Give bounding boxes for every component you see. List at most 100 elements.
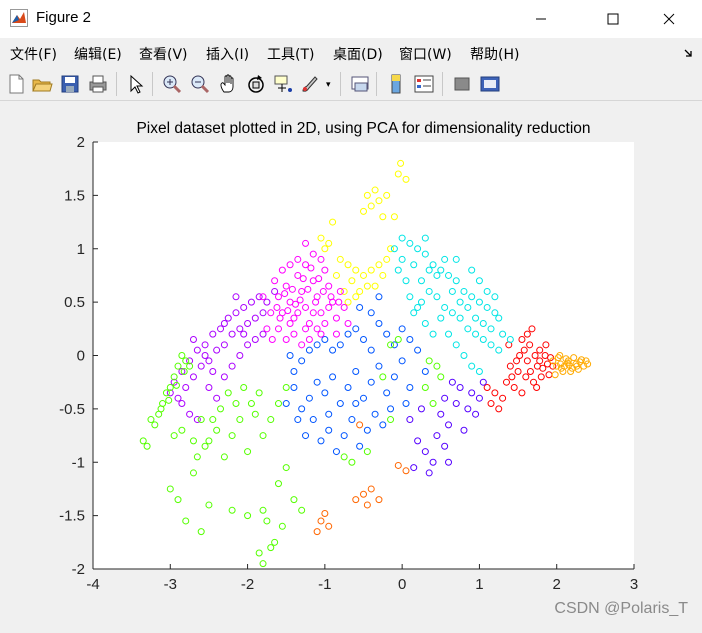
- data-point: [375, 362, 383, 370]
- menu-desktop[interactable]: 桌面(D): [333, 47, 383, 63]
- data-point: [414, 346, 422, 354]
- data-point: [383, 191, 391, 199]
- data-point: [379, 373, 387, 381]
- data-point: [290, 384, 298, 392]
- data-point: [360, 335, 367, 343]
- data-point: [530, 378, 538, 386]
- menu-file[interactable]: 文件(F): [10, 47, 57, 63]
- menu-insert[interactable]: 插入(I): [206, 47, 250, 63]
- data-point: [263, 325, 271, 333]
- data-point: [394, 170, 402, 178]
- data-point: [499, 394, 507, 402]
- dock-arrow-icon[interactable]: [684, 48, 694, 58]
- data-point: [170, 373, 178, 381]
- edit-plot-icon[interactable]: [124, 72, 148, 96]
- data-point: [332, 330, 340, 338]
- y-tick-label: -2: [72, 561, 85, 578]
- data-point: [340, 453, 348, 461]
- data-point: [410, 309, 418, 317]
- zoom-out-icon[interactable]: [188, 72, 212, 96]
- data-point: [360, 271, 367, 279]
- data-point: [387, 245, 395, 253]
- data-point: [352, 496, 360, 504]
- data-point: [363, 191, 371, 199]
- data-point: [371, 186, 379, 194]
- data-point: [514, 368, 522, 376]
- data-point: [267, 544, 275, 552]
- toolbar-separator: [116, 72, 117, 96]
- toolbar-separator: [340, 72, 341, 96]
- data-point: [302, 303, 310, 311]
- data-point: [390, 373, 398, 381]
- data-point: [286, 352, 294, 359]
- data-point: [394, 461, 402, 469]
- maximize-button[interactable]: [590, 0, 636, 38]
- data-point: [344, 261, 352, 269]
- x-axis: -4 -3 -2 -1 0 1 2 3: [86, 564, 638, 593]
- y-tick-label: 0.5: [64, 294, 85, 311]
- hide-plot-tools-icon[interactable]: [450, 72, 474, 96]
- zoom-in-icon[interactable]: [160, 72, 184, 96]
- data-point: [352, 293, 360, 301]
- pan-icon[interactable]: [216, 72, 240, 96]
- data-point: [479, 378, 487, 386]
- data-point: [491, 389, 499, 397]
- data-point: [574, 365, 582, 373]
- print-icon[interactable]: [86, 72, 110, 96]
- data-point: [460, 426, 468, 434]
- legend-icon[interactable]: [412, 72, 436, 96]
- data-point: [564, 359, 572, 367]
- data-point: [296, 296, 304, 304]
- x-tick-label: -2: [241, 576, 254, 593]
- data-point: [325, 410, 333, 418]
- scatter-chart[interactable]: Pixel dataset plotted in 2D, using PCA f…: [0, 101, 702, 628]
- data-point: [523, 357, 531, 365]
- open-file-icon[interactable]: [30, 72, 54, 96]
- toolbar-separator: [442, 72, 443, 96]
- rotate-3d-icon[interactable]: [244, 72, 268, 96]
- data-point: [421, 319, 429, 327]
- toolbar-separator: [376, 72, 377, 96]
- data-point: [448, 287, 456, 295]
- menu-help[interactable]: 帮助(H): [470, 47, 520, 63]
- data-point: [251, 410, 259, 418]
- data-point: [441, 255, 449, 263]
- data-point: [549, 357, 557, 365]
- menu-window[interactable]: 窗口(W): [399, 47, 452, 63]
- data-point: [425, 357, 433, 365]
- minimize-button[interactable]: [518, 0, 564, 38]
- data-point: [325, 522, 333, 530]
- link-plot-icon[interactable]: [348, 72, 372, 96]
- data-point: [402, 467, 410, 475]
- data-point: [217, 325, 225, 333]
- show-plot-tools-icon[interactable]: [478, 72, 502, 96]
- data-point: [406, 239, 414, 247]
- colorbar-icon[interactable]: [384, 72, 408, 96]
- data-point: [487, 400, 495, 408]
- data-point: [276, 314, 284, 322]
- save-icon[interactable]: [58, 72, 82, 96]
- close-button[interactable]: [646, 0, 692, 38]
- data-point: [383, 255, 391, 263]
- data-point: [288, 285, 296, 293]
- data-point: [178, 368, 186, 376]
- brush-icon[interactable]: [298, 72, 322, 96]
- brush-dropdown-chevron-icon[interactable]: ▾: [326, 79, 331, 89]
- data-point: [309, 309, 317, 317]
- data-cursor-icon[interactable]: [272, 72, 296, 96]
- data-point: [487, 341, 495, 349]
- menu-tools[interactable]: 工具(T): [267, 47, 315, 63]
- data-point: [305, 394, 313, 402]
- data-point: [325, 303, 333, 311]
- menu-edit[interactable]: 编辑(E): [74, 47, 122, 63]
- data-point: [510, 384, 518, 392]
- data-point: [166, 384, 174, 392]
- menu-view[interactable]: 查看(V): [139, 47, 188, 63]
- data-point: [319, 287, 327, 295]
- data-point: [302, 261, 310, 269]
- data-point: [274, 400, 282, 408]
- data-point: [186, 362, 194, 370]
- data-point: [193, 346, 201, 354]
- data-point: [321, 389, 329, 397]
- new-figure-icon[interactable]: [4, 72, 28, 96]
